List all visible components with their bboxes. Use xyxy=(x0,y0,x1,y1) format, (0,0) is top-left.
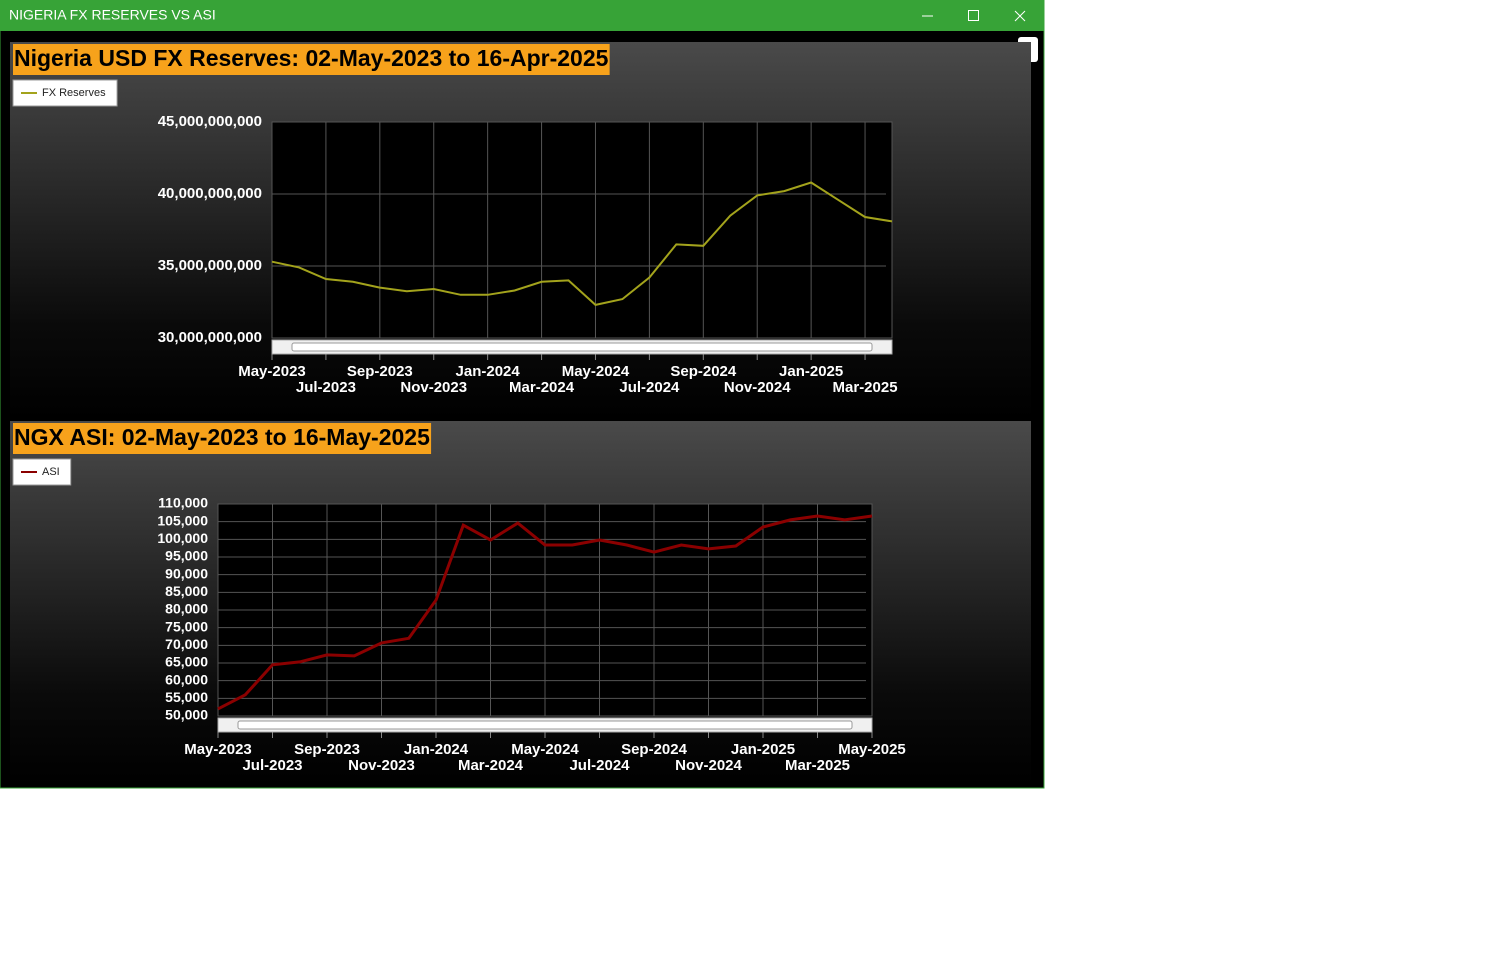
y-tick-label: 100,000 xyxy=(157,530,208,546)
x-tick-label: Mar-2024 xyxy=(509,379,575,396)
x-tick-label: Mar-2025 xyxy=(785,757,850,774)
y-tick-label: 55,000 xyxy=(165,689,208,705)
y-tick-label: 70,000 xyxy=(165,636,208,652)
window-title: NIGERIA FX RESERVES VS ASI xyxy=(9,7,216,23)
x-tick-label: May-2023 xyxy=(238,363,306,380)
x-tick-label: Mar-2025 xyxy=(833,379,898,396)
y-tick-label: 45,000,000,000 xyxy=(158,113,262,130)
y-tick-label: 75,000 xyxy=(165,618,208,634)
y-tick-label: 90,000 xyxy=(165,565,208,581)
x-tick-label: Jul-2024 xyxy=(619,379,680,396)
x-tick-label: Jul-2023 xyxy=(242,757,302,774)
y-tick-label: 60,000 xyxy=(165,671,208,687)
y-tick-label: 95,000 xyxy=(165,548,208,564)
x-tick-label: Sep-2024 xyxy=(621,741,688,758)
scrollbar-thumb[interactable] xyxy=(237,720,853,730)
y-tick-label: 80,000 xyxy=(165,601,208,617)
x-tick-label: Jan-2024 xyxy=(404,741,469,758)
x-tick-label: Sep-2024 xyxy=(670,363,737,380)
x-tick-label: Jan-2025 xyxy=(731,741,795,758)
title-bar xyxy=(0,0,1044,31)
legend-label: FX Reserves xyxy=(42,87,106,99)
x-tick-label: Jan-2025 xyxy=(779,363,843,380)
chart-title: Nigeria USD FX Reserves: 02-May-2023 to … xyxy=(14,45,609,71)
y-tick-label: 105,000 xyxy=(157,512,208,528)
x-tick-label: Jul-2023 xyxy=(296,379,356,396)
y-tick-label: 50,000 xyxy=(165,707,208,723)
series-line xyxy=(271,181,893,306)
x-tick-label: Nov-2023 xyxy=(400,379,467,396)
series-line xyxy=(217,514,873,711)
x-tick-label: May-2025 xyxy=(838,741,906,758)
x-tick-label: May-2023 xyxy=(184,741,252,758)
y-tick-label: 85,000 xyxy=(165,583,208,599)
maximize-button[interactable] xyxy=(968,10,979,21)
x-tick-label: Sep-2023 xyxy=(294,741,360,758)
x-tick-label: May-2024 xyxy=(562,363,630,380)
x-tick-label: Jul-2024 xyxy=(569,757,630,774)
x-tick-label: Nov-2024 xyxy=(724,379,791,396)
x-tick-label: Nov-2024 xyxy=(675,757,742,774)
scrollbar-thumb[interactable] xyxy=(291,342,873,352)
x-tick-label: Sep-2023 xyxy=(347,363,413,380)
x-tick-label: Nov-2023 xyxy=(348,757,415,774)
close-button[interactable] xyxy=(1014,10,1026,22)
chart-title: NGX ASI: 02-May-2023 to 16-May-2025 xyxy=(14,424,430,450)
y-tick-label: 65,000 xyxy=(165,654,208,670)
plot-area xyxy=(271,121,893,339)
x-tick-label: Mar-2024 xyxy=(458,757,524,774)
legend-label: ASI xyxy=(42,466,60,478)
x-tick-label: May-2024 xyxy=(511,741,579,758)
y-tick-label: 40,000,000,000 xyxy=(158,185,262,202)
y-tick-label: 110,000 xyxy=(158,495,208,511)
y-tick-label: 30,000,000,000 xyxy=(158,329,262,346)
title-background xyxy=(13,423,432,454)
y-tick-label: 35,000,000,000 xyxy=(158,257,262,274)
title-background xyxy=(13,44,610,75)
x-tick-label: Jan-2024 xyxy=(456,363,521,380)
